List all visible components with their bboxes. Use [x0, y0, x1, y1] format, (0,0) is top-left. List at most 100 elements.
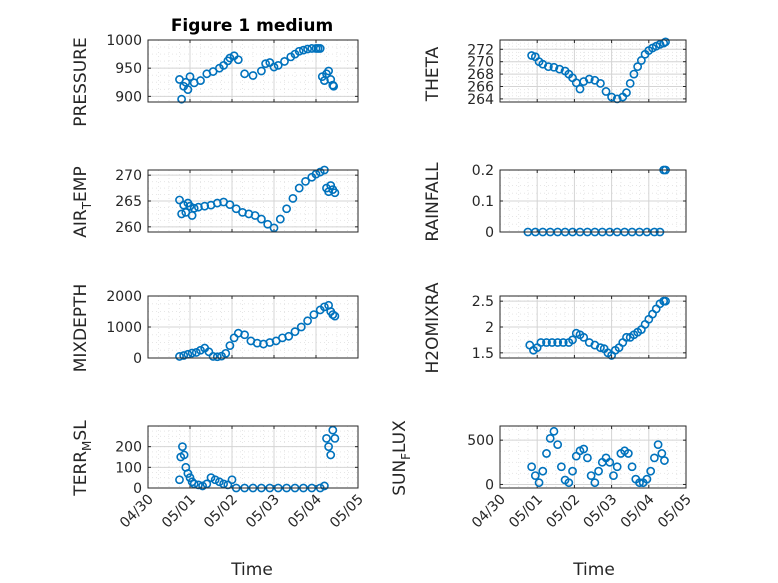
data-point-theta — [629, 69, 639, 79]
data-point-air-temp — [189, 203, 199, 213]
y-tick-label-rainfall: 0 — [485, 225, 494, 241]
data-point-h2omixra — [542, 338, 551, 347]
y-tick-label-air-temp: 260 — [115, 220, 142, 236]
y-tick-label-terr-msl: 0 — [133, 481, 142, 497]
data-point-terr-msl — [214, 477, 224, 487]
data-point-sun-flux — [635, 478, 644, 488]
data-point-terr-msl — [328, 425, 338, 435]
ylabel-rainfall: RAINFALL — [423, 162, 443, 242]
data-point-sun-flux — [609, 471, 618, 480]
data-point-h2omixra — [579, 332, 589, 342]
data-point-theta — [575, 84, 585, 94]
data-point-mixdepth — [208, 352, 218, 361]
xlabel-time-left: Time — [230, 560, 273, 580]
y-tick-label-mixdepth: 1000 — [106, 320, 142, 336]
data-point-mixdepth — [303, 316, 312, 326]
data-point-pressure — [185, 72, 195, 82]
y-tick-label-theta: 272 — [467, 42, 494, 58]
data-point-theta — [661, 37, 670, 47]
data-point-sun-flux — [612, 462, 622, 472]
data-point-sun-flux — [553, 440, 563, 449]
plot-area-sun-flux — [500, 426, 686, 488]
xlabel-time-right: Time — [572, 560, 615, 580]
data-point-terr-msl — [198, 481, 207, 491]
panel-rainfall: 0 0.1 0.2 RAINFALL — [423, 162, 687, 242]
y-tick-label-terr-msl: 100 — [115, 460, 142, 476]
data-point-sun-flux — [568, 466, 577, 476]
data-point-pressure — [329, 81, 339, 91]
data-point-h2omixra — [536, 338, 546, 347]
data-point-mixdepth — [240, 330, 249, 340]
data-point-pressure — [248, 71, 258, 80]
data-point-sun-flux — [579, 444, 589, 454]
data-point-air-temp — [231, 204, 241, 214]
data-point-sun-flux — [605, 457, 615, 467]
data-point-theta — [622, 88, 631, 98]
data-point-air-temp — [275, 214, 285, 224]
data-point-theta — [549, 62, 559, 72]
data-point-air-temp — [250, 211, 260, 220]
data-point-h2omixra — [568, 335, 577, 345]
data-point-mixdepth — [212, 352, 222, 362]
data-point-terr-msl — [179, 450, 189, 460]
data-point-air-temp — [282, 204, 291, 214]
data-point-terr-msl — [227, 475, 237, 485]
y-tick-label-theta: 266 — [467, 80, 494, 96]
y-tick-label-pressure: 1000 — [106, 33, 142, 49]
data-point-h2omixra — [547, 338, 557, 347]
ylabel-pressure: PRESSURE — [71, 37, 91, 126]
data-point-terr-msl — [206, 473, 216, 483]
y-tick-label-sun-flux: 0 — [485, 477, 494, 493]
data-point-mixdepth — [225, 341, 235, 350]
data-point-theta — [636, 56, 646, 65]
data-point-air-temp — [315, 167, 325, 177]
data-point-pressure — [303, 44, 312, 54]
data-point-air-temp — [177, 209, 186, 219]
y-tick-label-pressure: 900 — [115, 89, 142, 105]
data-point-terr-msl — [189, 479, 199, 489]
data-point-sun-flux — [530, 471, 540, 480]
data-point-air-temp — [256, 214, 266, 224]
data-point-mixdepth — [328, 310, 338, 319]
data-point-mixdepth — [191, 348, 201, 357]
data-point-theta — [596, 79, 605, 88]
data-point-sun-flux — [545, 433, 555, 443]
data-point-theta — [633, 62, 643, 72]
data-point-mixdepth — [330, 311, 340, 321]
data-point-air-temp — [269, 223, 279, 233]
ylabel-sun-flux: SUNFLUX — [390, 420, 413, 496]
y-tick-label-h2omixra: 2 — [485, 320, 494, 336]
data-point-sun-flux — [586, 471, 596, 480]
data-point-terr-msl — [210, 475, 220, 485]
data-point-pressure — [256, 66, 266, 76]
data-point-sun-flux — [649, 453, 659, 463]
y-tick-label-mixdepth: 2000 — [106, 289, 142, 305]
y-tick-label-mixdepth: 0 — [133, 351, 142, 367]
y-tick-label-pressure: 950 — [115, 61, 142, 77]
panel-pressure: 900 950 1000 PRESSURE — [71, 33, 359, 127]
data-point-sun-flux — [549, 426, 559, 436]
data-point-pressure — [240, 69, 249, 79]
ylabel-air-temp: AIRTEMP — [71, 166, 94, 237]
data-point-pressure — [225, 53, 235, 63]
data-point-pressure — [269, 62, 279, 72]
data-point-terr-msl — [319, 481, 329, 491]
data-point-mixdepth — [296, 322, 306, 332]
data-point-sun-flux — [653, 440, 663, 449]
data-point-pressure — [280, 57, 289, 66]
data-point-terr-msl — [324, 442, 333, 452]
data-point-mixdepth — [196, 345, 205, 355]
data-point-air-temp — [301, 176, 310, 186]
y-tick-label-air-temp: 270 — [115, 168, 142, 184]
ylabel-mixdepth: MIXDEPTH — [71, 284, 91, 373]
data-point-mixdepth — [179, 351, 189, 360]
data-point-sun-flux — [660, 456, 669, 465]
y-tick-label-theta: 264 — [467, 92, 494, 108]
data-point-sun-flux — [646, 466, 656, 476]
data-point-sun-flux — [556, 462, 566, 472]
data-point-air-temp — [311, 169, 321, 179]
data-point-pressure — [315, 44, 325, 53]
data-point-sun-flux — [590, 478, 600, 488]
